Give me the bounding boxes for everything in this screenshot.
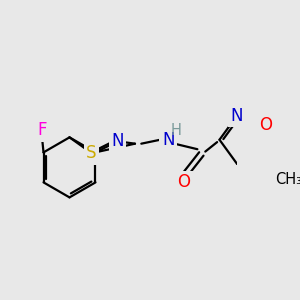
- Text: N: N: [162, 131, 174, 149]
- Text: O: O: [178, 173, 190, 191]
- Text: N: N: [111, 132, 124, 150]
- Text: S: S: [86, 144, 97, 162]
- Text: H: H: [171, 123, 182, 138]
- Text: F: F: [37, 121, 47, 139]
- Text: O: O: [259, 116, 272, 134]
- Text: N: N: [231, 107, 243, 125]
- Text: CH₃: CH₃: [275, 172, 300, 188]
